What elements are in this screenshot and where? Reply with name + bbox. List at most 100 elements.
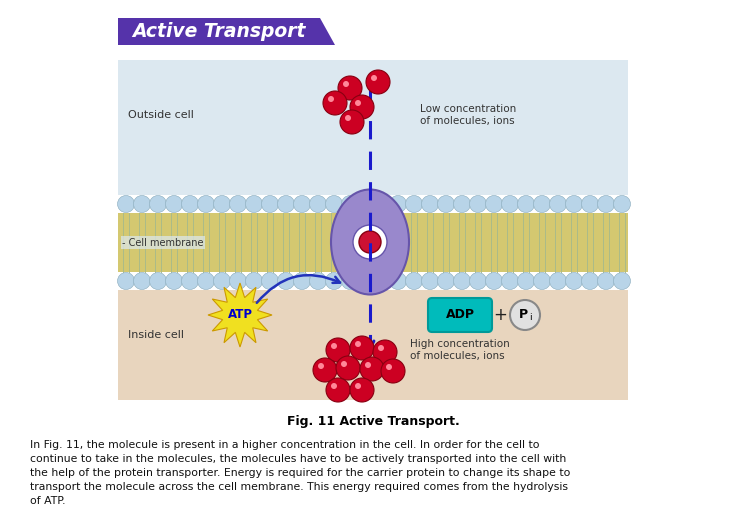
Circle shape [534, 272, 550, 289]
Circle shape [150, 272, 167, 289]
Circle shape [336, 356, 360, 380]
Circle shape [353, 225, 387, 259]
Text: Inside cell: Inside cell [128, 330, 184, 340]
Text: Low concentration
of molecules, ions: Low concentration of molecules, ions [420, 104, 516, 126]
Circle shape [517, 196, 534, 212]
Circle shape [360, 357, 384, 381]
Circle shape [165, 196, 183, 212]
Circle shape [366, 70, 390, 94]
Circle shape [261, 272, 278, 289]
Circle shape [405, 272, 423, 289]
Text: High concentration
of molecules, ions: High concentration of molecules, ions [410, 339, 509, 361]
Circle shape [245, 196, 263, 212]
Circle shape [597, 196, 614, 212]
Text: the help of the protein transporter. Energy is required for the carrier protein : the help of the protein transporter. Ene… [30, 468, 570, 478]
Circle shape [470, 196, 487, 212]
Text: ADP: ADP [446, 308, 474, 321]
Circle shape [245, 272, 263, 289]
Circle shape [378, 345, 384, 351]
Circle shape [517, 272, 534, 289]
Circle shape [371, 75, 377, 81]
Text: i: i [528, 313, 531, 322]
Circle shape [357, 196, 374, 212]
Circle shape [341, 361, 347, 367]
Circle shape [294, 196, 310, 212]
Circle shape [197, 196, 214, 212]
Circle shape [230, 272, 247, 289]
Circle shape [325, 272, 343, 289]
Circle shape [437, 196, 454, 212]
Circle shape [341, 196, 358, 212]
Text: continue to take in the molecules, the molecules have to be actively transported: continue to take in the molecules, the m… [30, 454, 566, 464]
Circle shape [181, 272, 198, 289]
Circle shape [277, 196, 294, 212]
Text: Active Transport: Active Transport [132, 22, 306, 41]
Circle shape [581, 272, 598, 289]
Circle shape [365, 362, 371, 368]
Circle shape [214, 272, 230, 289]
Circle shape [328, 96, 334, 102]
Circle shape [350, 95, 374, 119]
Circle shape [345, 115, 351, 121]
Circle shape [134, 272, 150, 289]
Bar [118, 213, 628, 272]
Circle shape [350, 336, 374, 360]
Circle shape [355, 383, 361, 389]
Circle shape [134, 196, 150, 212]
Ellipse shape [331, 190, 409, 295]
Circle shape [181, 196, 198, 212]
Circle shape [421, 272, 438, 289]
Text: transport the molecule across the cell membrane. This energy required comes from: transport the molecule across the cell m… [30, 482, 568, 492]
Circle shape [214, 196, 230, 212]
Circle shape [150, 196, 167, 212]
Circle shape [374, 272, 390, 289]
Circle shape [437, 272, 454, 289]
Circle shape [373, 340, 397, 364]
Circle shape [421, 196, 438, 212]
Circle shape [597, 272, 614, 289]
Circle shape [390, 272, 407, 289]
Circle shape [454, 272, 470, 289]
Circle shape [485, 196, 503, 212]
Circle shape [197, 272, 214, 289]
Circle shape [325, 196, 343, 212]
Circle shape [614, 272, 631, 289]
Circle shape [355, 100, 361, 106]
Circle shape [374, 196, 390, 212]
Circle shape [550, 196, 567, 212]
Circle shape [485, 272, 503, 289]
Circle shape [340, 110, 364, 134]
Circle shape [470, 272, 487, 289]
Circle shape [117, 272, 134, 289]
Circle shape [323, 91, 347, 115]
Circle shape [117, 196, 134, 212]
FancyBboxPatch shape [428, 298, 492, 332]
Circle shape [326, 338, 350, 362]
Text: P: P [518, 308, 528, 320]
Circle shape [357, 272, 374, 289]
Circle shape [230, 196, 247, 212]
Circle shape [310, 196, 327, 212]
Circle shape [326, 378, 350, 402]
Circle shape [454, 196, 470, 212]
Circle shape [501, 272, 518, 289]
Circle shape [565, 196, 583, 212]
Bar [118, 60, 628, 195]
Circle shape [338, 76, 362, 100]
Circle shape [550, 272, 567, 289]
Circle shape [350, 378, 374, 402]
Circle shape [501, 196, 518, 212]
Circle shape [614, 196, 631, 212]
Circle shape [359, 231, 381, 253]
Circle shape [261, 196, 278, 212]
Text: - Cell membrane: - Cell membrane [122, 237, 203, 247]
Circle shape [534, 196, 550, 212]
Circle shape [381, 359, 405, 383]
Circle shape [331, 383, 337, 389]
Circle shape [405, 196, 423, 212]
Circle shape [313, 358, 337, 382]
Polygon shape [118, 18, 335, 45]
Circle shape [165, 272, 183, 289]
Circle shape [386, 364, 392, 370]
Circle shape [294, 272, 310, 289]
